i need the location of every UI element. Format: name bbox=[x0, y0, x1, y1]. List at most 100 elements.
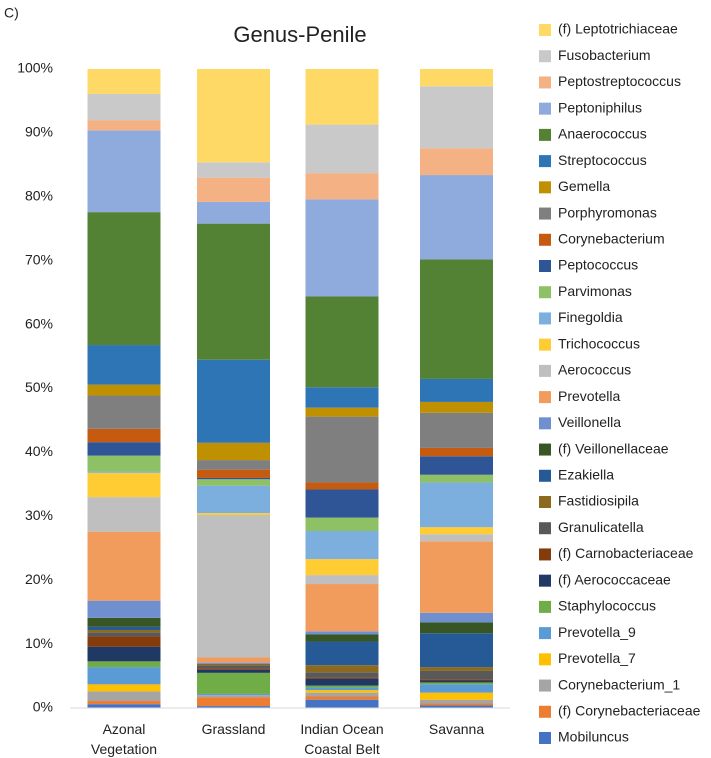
bar-segment bbox=[87, 700, 161, 705]
y-tick-label: 80% bbox=[25, 188, 53, 204]
bar-segment bbox=[87, 455, 161, 472]
legend-label: (f) Veillonellaceae bbox=[558, 440, 669, 456]
bar-segment bbox=[420, 705, 493, 708]
bar-segment bbox=[87, 691, 161, 701]
bar-segment bbox=[305, 407, 379, 417]
x-tick-label: Savanna bbox=[429, 721, 484, 737]
legend-label: Fastidiosipila bbox=[558, 493, 639, 509]
bar-segment bbox=[305, 641, 379, 666]
legend-swatch bbox=[539, 181, 551, 194]
legend-label: Granulicatella bbox=[558, 519, 644, 535]
bar-segment bbox=[87, 626, 161, 631]
bar-segment bbox=[197, 359, 270, 443]
bar-segment bbox=[197, 485, 270, 514]
legend-swatch bbox=[539, 391, 551, 404]
legend-label: Corynebacterium bbox=[558, 230, 665, 246]
bar-segment bbox=[305, 699, 379, 708]
bar-segment bbox=[197, 695, 270, 698]
bar-segment bbox=[305, 634, 379, 642]
bar-segment bbox=[305, 530, 379, 560]
legend-swatch bbox=[539, 417, 551, 430]
bar-segment bbox=[305, 687, 379, 691]
legend-label: Anaerococcus bbox=[558, 126, 647, 142]
bar-segment bbox=[197, 693, 270, 696]
bar-segment bbox=[420, 667, 493, 671]
legend-swatch bbox=[539, 496, 551, 508]
bar-segment bbox=[420, 699, 493, 704]
legend-swatch bbox=[539, 443, 551, 456]
bar-segment bbox=[87, 130, 161, 213]
bar-segment bbox=[197, 442, 270, 461]
legend-swatch bbox=[539, 732, 551, 744]
bar-segment bbox=[87, 632, 161, 637]
bar-segment bbox=[87, 667, 161, 685]
legend-swatch bbox=[539, 76, 551, 89]
legend-swatch bbox=[539, 574, 551, 587]
y-tick-label: 30% bbox=[25, 507, 53, 523]
legend-swatch bbox=[539, 522, 551, 535]
bar-segment bbox=[420, 670, 493, 680]
legend-label: Ezakiella bbox=[558, 466, 614, 482]
legend-swatch bbox=[539, 627, 551, 640]
bar-segment bbox=[87, 704, 161, 708]
bar-segment bbox=[197, 223, 270, 360]
bar-segment bbox=[305, 692, 379, 697]
bar-segment bbox=[420, 412, 493, 448]
legend-label: Streptococcus bbox=[558, 152, 647, 168]
bar-segment bbox=[197, 515, 270, 658]
bar-segment bbox=[420, 612, 493, 623]
legend-label: Prevotella_9 bbox=[558, 624, 636, 640]
bar-segment bbox=[305, 387, 379, 408]
bar-segment bbox=[197, 469, 270, 478]
panel-label: C) bbox=[4, 5, 19, 21]
bar-segment bbox=[87, 428, 161, 443]
bar-segment bbox=[197, 672, 270, 694]
bar-segment bbox=[305, 685, 379, 688]
bar-segment bbox=[420, 86, 493, 149]
bar-segment bbox=[420, 692, 493, 700]
bar-segment bbox=[305, 173, 379, 200]
bar-segment bbox=[420, 456, 493, 475]
y-tick-label: 20% bbox=[25, 571, 53, 587]
bar-segment bbox=[305, 665, 379, 673]
legend-label: Prevotella_7 bbox=[558, 650, 636, 666]
bar-segment bbox=[420, 175, 493, 260]
legend-swatch bbox=[539, 155, 551, 168]
y-tick-label: 90% bbox=[25, 124, 53, 140]
legend-swatch bbox=[539, 260, 551, 272]
bar-segment bbox=[420, 474, 493, 483]
bar-segment bbox=[197, 460, 270, 470]
bar-segment bbox=[197, 201, 270, 224]
legend-label: Mobiluncus bbox=[558, 729, 629, 745]
bar-segment bbox=[420, 703, 493, 706]
bar-segment bbox=[87, 69, 161, 94]
bar-segment bbox=[305, 296, 379, 388]
bar-segment bbox=[305, 690, 379, 693]
bar-segment bbox=[87, 212, 161, 346]
bar-segment bbox=[87, 384, 161, 396]
chart-title: Genus-Penile bbox=[233, 22, 366, 47]
bar-segment bbox=[197, 177, 270, 202]
bar-segment bbox=[197, 477, 270, 480]
bar-segment bbox=[87, 442, 161, 456]
bar-segment bbox=[87, 646, 161, 662]
bar-segment bbox=[197, 162, 270, 178]
bar-segment bbox=[87, 497, 161, 532]
x-tick-label: Indian Ocean Coastal Belt bbox=[300, 721, 383, 757]
legend-label: Fusobacterium bbox=[558, 47, 651, 63]
legend-swatch bbox=[539, 233, 551, 246]
bar-segment bbox=[305, 559, 379, 576]
bar-segment bbox=[87, 661, 161, 668]
x-tick-label: Azonal Vegetation bbox=[91, 721, 157, 757]
legend-swatch bbox=[539, 469, 551, 482]
legend-swatch bbox=[539, 338, 551, 351]
bar-segment bbox=[87, 93, 161, 121]
legend-swatch bbox=[539, 705, 551, 718]
bar-segment bbox=[197, 657, 270, 663]
bar-segment bbox=[197, 668, 270, 670]
bar-segment bbox=[420, 534, 493, 542]
bar-segment bbox=[420, 148, 493, 176]
legend-label: Peptococcus bbox=[558, 257, 638, 273]
legend-swatch bbox=[539, 679, 551, 692]
bar-segment bbox=[305, 677, 379, 679]
